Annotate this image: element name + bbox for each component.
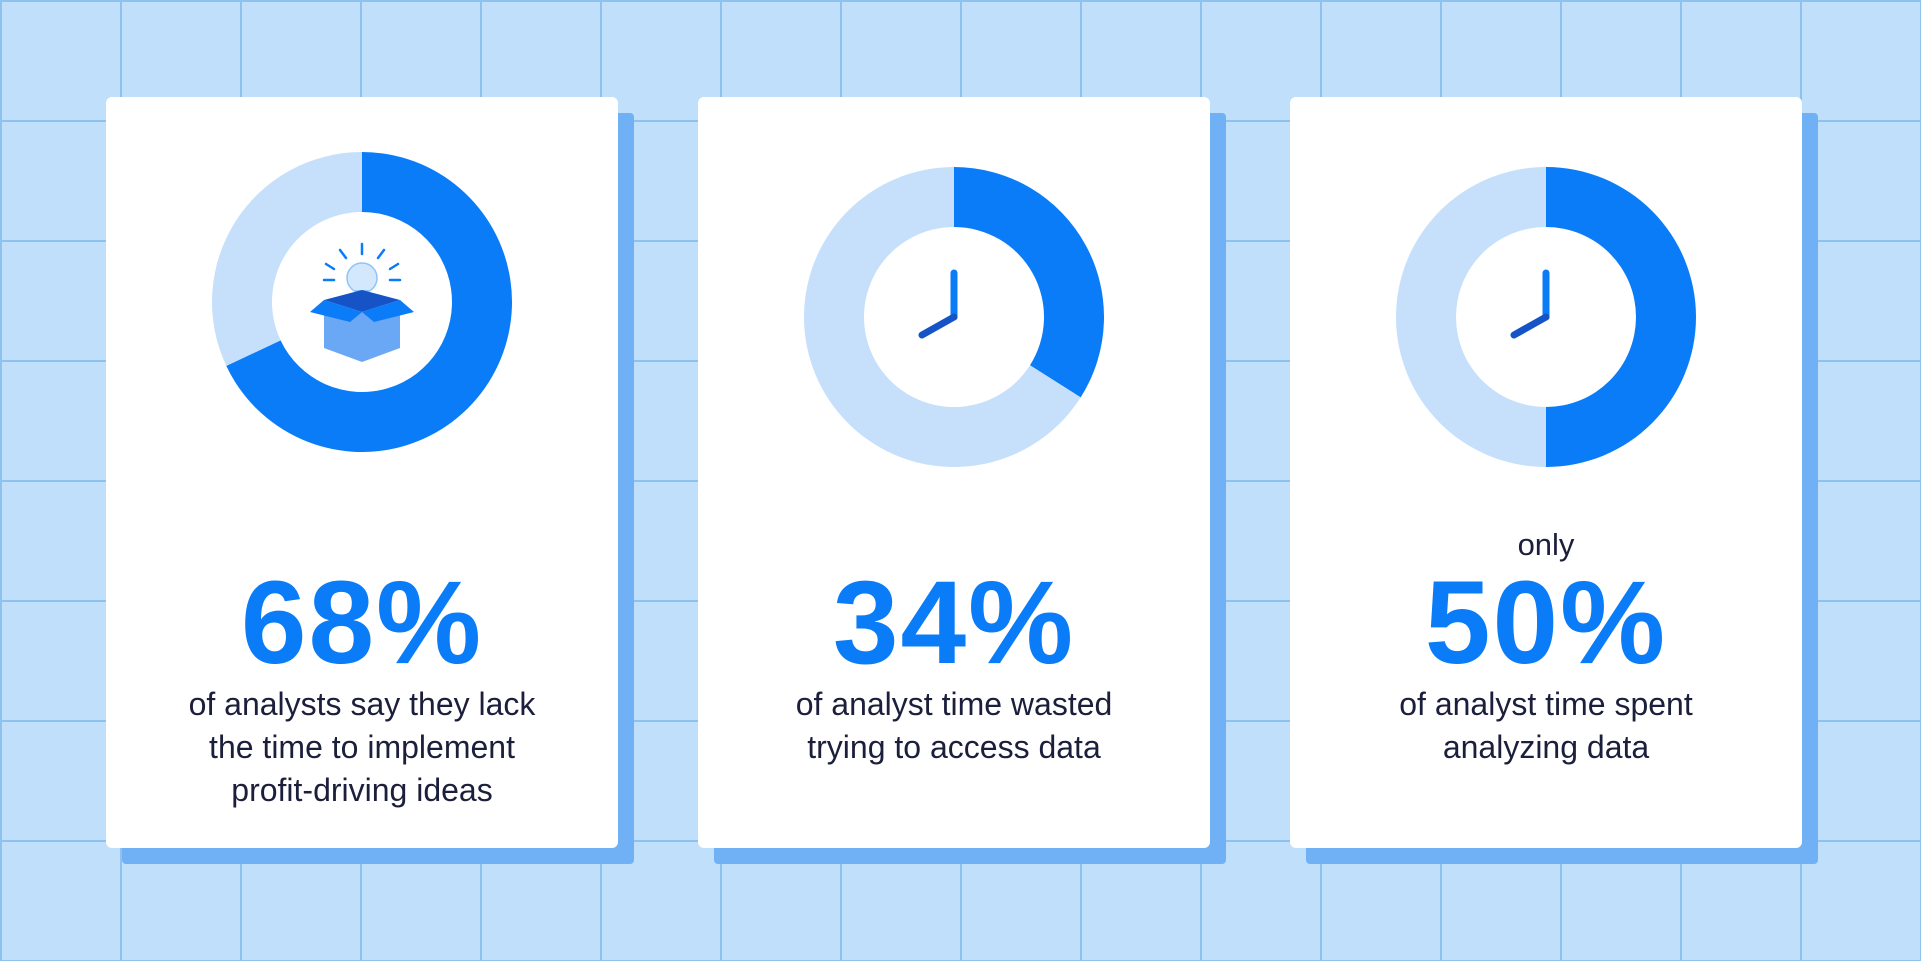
donut-slice-value [954,167,1104,398]
clock-icon [1510,269,1550,339]
stat-card-2: 34% of analyst time wasted trying to acc… [698,97,1226,864]
pre-label: only [1517,527,1575,562]
description-line: of analyst time spent [1399,686,1693,722]
card-body: 68% of analysts say they lack the time t… [106,97,618,848]
stat-card-3: only 50% of analyst time spent analyzing… [1290,97,1818,864]
donut-slice-remainder [212,152,362,366]
description: of analyst time wasted trying to access … [718,683,1190,769]
percent-value: 68% [240,557,484,689]
stat-card-1: 68% of analysts say they lack the time t… [106,97,634,864]
donut-chart-1 [212,152,512,452]
description-line: analyzing data [1442,729,1650,765]
description: of analyst time spent analyzing data [1310,683,1782,769]
description: of analysts say they lack the time to im… [126,683,598,812]
percent-value: 50% [1424,557,1668,689]
stat-text: 68% of analysts say they lack the time t… [126,527,598,812]
donut-chart-2 [804,167,1104,467]
card-body: only 50% of analyst time spent analyzing… [1290,97,1802,848]
stat-text: only 50% of analyst time spent analyzing… [1310,527,1782,769]
description-line: trying to access data [807,729,1101,765]
description-line: the time to implement [209,729,515,765]
donut-slice-remainder [1396,167,1546,467]
clock-icon [918,269,958,339]
donut-chart-3 [1396,167,1696,467]
stat-text: 34% of analyst time wasted trying to acc… [718,527,1190,769]
percent-value: 34% [832,557,1076,689]
donut-slice-value [226,152,512,452]
description-line: profit-driving ideas [231,772,493,808]
description-line: of analysts say they lack [188,686,536,722]
description-line: of analyst time wasted [795,686,1113,722]
donut-slice-remainder [804,167,1081,467]
donut-slice-value [1546,167,1696,467]
lightbulb-box-icon [310,242,414,362]
card-body: 34% of analyst time wasted trying to acc… [698,97,1210,848]
